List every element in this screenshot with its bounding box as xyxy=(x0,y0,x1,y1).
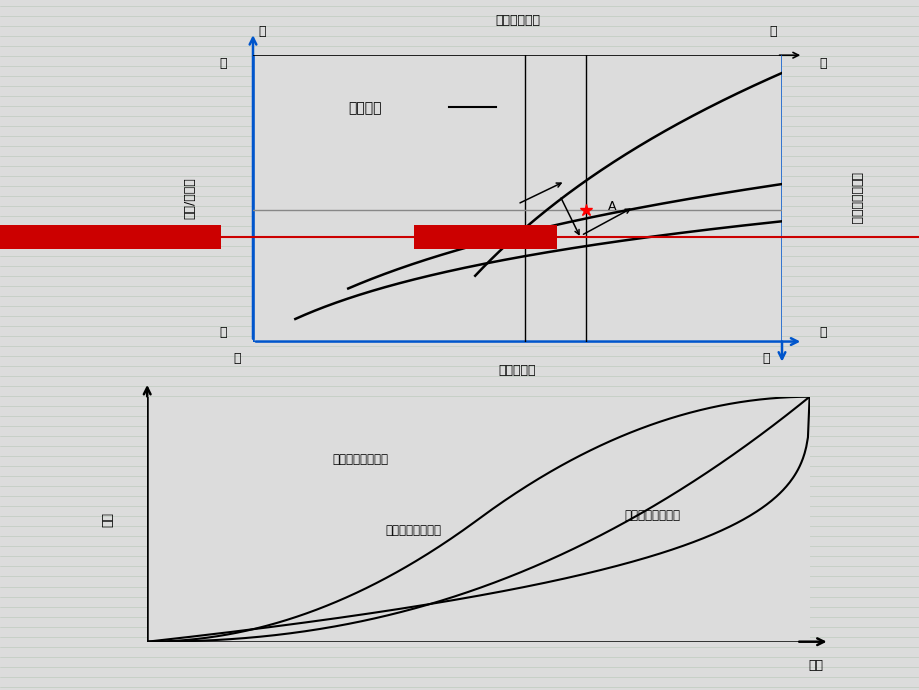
Text: 商品销售额: 商品销售额 xyxy=(498,364,536,377)
Text: 销售部门风险偏好: 销售部门风险偏好 xyxy=(623,509,679,522)
Text: 高: 高 xyxy=(219,57,226,70)
Text: 信用部门损失率: 信用部门损失率 xyxy=(848,172,862,225)
Text: 高: 高 xyxy=(768,25,776,38)
Text: 低: 低 xyxy=(818,57,825,70)
Text: A: A xyxy=(607,200,615,213)
Text: 收益曲线: 收益曲线 xyxy=(348,101,381,115)
Text: 低: 低 xyxy=(233,352,241,365)
Text: 收益/损失率: 收益/损失率 xyxy=(183,177,196,219)
Text: 收益: 收益 xyxy=(101,512,114,526)
Text: 风险: 风险 xyxy=(808,659,823,672)
Text: 高: 高 xyxy=(762,352,769,365)
Text: 信用部门风险中性: 信用部门风险中性 xyxy=(385,524,441,537)
Text: 低: 低 xyxy=(258,25,266,38)
Text: 低: 低 xyxy=(219,326,226,339)
Text: 高: 高 xyxy=(818,326,825,339)
Text: 销售部门效用: 销售部门效用 xyxy=(494,14,539,27)
Text: 财务部门风险规避: 财务部门风险规避 xyxy=(333,453,388,466)
